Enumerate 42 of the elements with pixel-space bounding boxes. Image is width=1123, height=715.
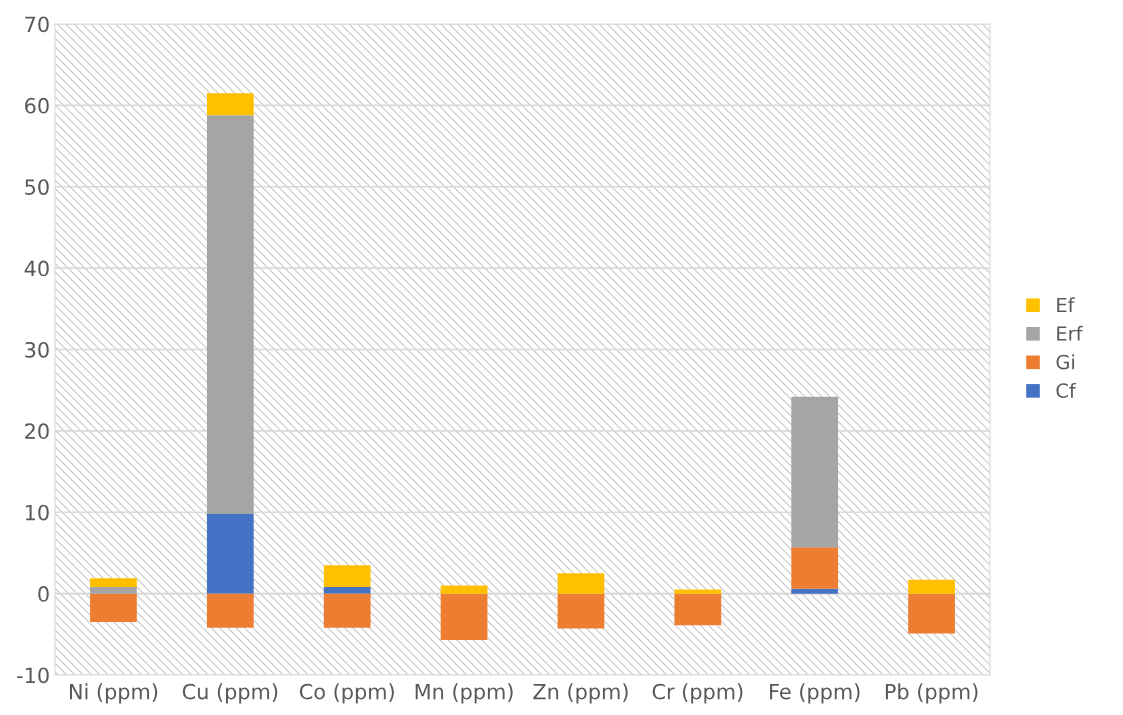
bar [908,579,955,594]
bar [90,578,137,588]
bar [440,593,488,641]
bar [206,93,254,116]
bar [206,115,254,514]
bar [90,587,137,594]
x-tick-label: Fe (ppm) [770,683,860,704]
x-tick-label: Ni (ppm) [69,683,158,704]
y-tick-label: -10 [17,667,49,684]
bar [557,573,605,594]
x-tick-label: Zn (ppm) [533,683,628,704]
bar [440,585,488,594]
bar [323,565,371,588]
y-tick-label: 30 [25,341,49,358]
x-tick-label: Co (ppm) [299,683,394,704]
bar [791,588,839,594]
legend-label: Erf [1057,325,1083,341]
x-tick-label: Mn (ppm) [415,683,513,704]
bar [206,513,254,594]
x-tick-label: Cu (ppm) [182,683,278,704]
y-tick-label: 20 [25,423,49,440]
bar [674,589,722,594]
y-tick-label: 50 [25,179,49,195]
y-tick-label: 60 [25,97,49,114]
bar [791,396,839,548]
bar [557,593,605,629]
y-tick-label: 0 [38,586,49,602]
bar [206,593,254,628]
bar [90,593,137,623]
x-tick-label: Cr (ppm) [652,683,743,704]
legend-label: Ef [1057,297,1075,313]
bar [323,593,371,628]
y-tick-label: 10 [25,504,49,521]
bar [908,593,955,634]
x-tick-label: Pb (ppm) [885,683,978,704]
bar [323,587,371,594]
y-tick-label: 70 [25,16,49,33]
bar [674,593,722,626]
y-tick-label: 40 [24,260,49,277]
bar [791,547,839,589]
legend-label: Cf [1056,382,1077,398]
legend-label: Gi [1056,354,1075,370]
